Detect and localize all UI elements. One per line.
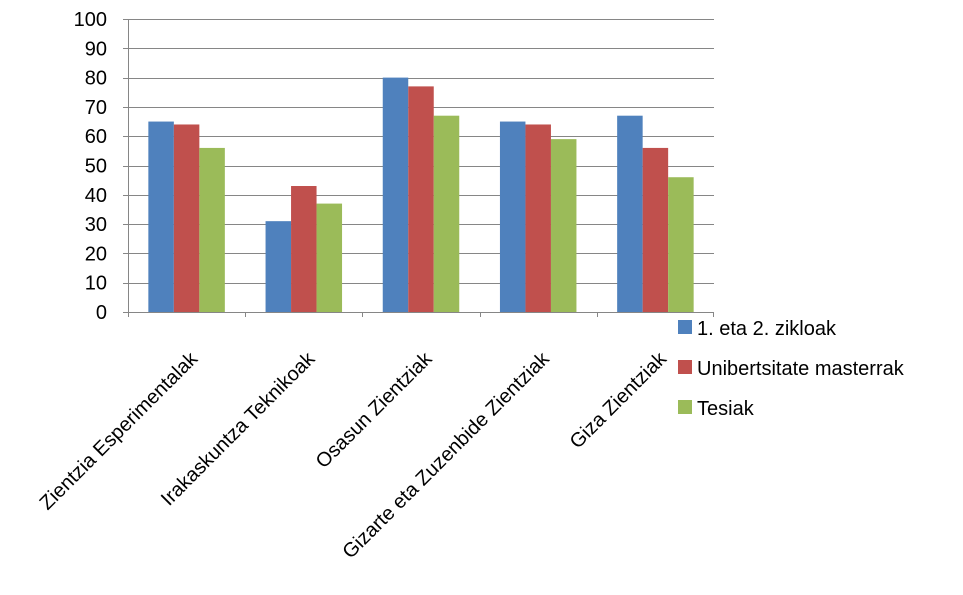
legend-label-0: 1. eta 2. zikloak [697, 318, 837, 340]
bar-2-series-2 [433, 115, 460, 312]
bar-1-series-0 [265, 221, 292, 312]
bar-4-series-1 [642, 147, 669, 312]
bar-1-series-1 [291, 186, 317, 312]
legend-swatch-0 [678, 320, 692, 334]
legend-label-1: Unibertsitate masterrak [697, 358, 905, 380]
bar-1-series-2 [316, 203, 343, 312]
bar-3-series-1 [525, 124, 551, 312]
y-tick-label-80: 80 [85, 68, 107, 90]
y-tick-label-10: 10 [85, 273, 107, 295]
bar-0-series-2 [199, 147, 225, 312]
x-category-label-4: Giza Zientziak [566, 347, 672, 453]
legend-swatch-1 [678, 360, 692, 374]
legend-label-2: Tesiak [697, 398, 755, 420]
x-category-label-3: Gizarte eta Zuzenbide Zientziak [339, 347, 555, 563]
y-tick-label-60: 60 [85, 126, 107, 148]
y-tick-label-70: 70 [85, 97, 107, 119]
bar-4-series-0 [617, 115, 643, 312]
bars [148, 77, 694, 312]
bar-4-series-2 [668, 177, 694, 312]
y-tick-label-40: 40 [85, 185, 107, 207]
bar-3-series-2 [550, 139, 577, 312]
x-category-label-2: Osasun Zientziak [312, 347, 438, 473]
y-tick-label-30: 30 [85, 214, 107, 236]
legend-swatch-2 [678, 400, 692, 414]
y-tick-label-100: 100 [74, 9, 107, 31]
axes [123, 19, 714, 317]
legend: 1. eta 2. zikloak Unibertsitate masterrak… [678, 318, 905, 420]
bar-3-series-0 [499, 121, 526, 312]
bar-0-series-0 [148, 121, 174, 312]
bar-2-series-0 [382, 77, 409, 312]
bar-2-series-1 [408, 86, 434, 312]
y-tick-label-0: 0 [96, 302, 107, 324]
y-tick-label-50: 50 [85, 156, 107, 178]
y-tick-label-90: 90 [85, 38, 107, 60]
y-tick-label-20: 20 [85, 243, 107, 265]
y-tick-labels: 0 10 20 30 40 50 60 70 80 90 100 [74, 9, 107, 324]
bar-0-series-1 [173, 124, 200, 312]
